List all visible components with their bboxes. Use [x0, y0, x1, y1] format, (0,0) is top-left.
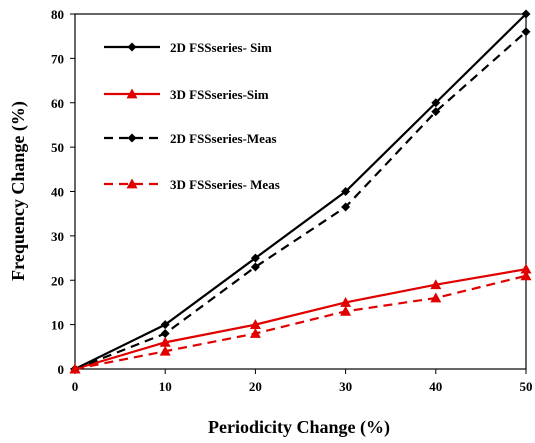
y-tick-label: 20: [51, 273, 64, 288]
legend-marker: [126, 178, 138, 189]
y-tick-label: 80: [51, 7, 64, 22]
series-line: [74, 274, 527, 371]
data-point: [159, 345, 171, 356]
legend-label: 2D FSSseries-Meas: [170, 131, 277, 146]
x-tick-label: 0: [72, 379, 79, 394]
series-3: [70, 27, 531, 374]
data-point: [249, 319, 261, 330]
series-line: [74, 13, 527, 370]
legend-marker: [127, 133, 137, 143]
x-tick-label: 40: [429, 379, 442, 394]
data-point: [341, 187, 351, 196]
series-layer: [69, 9, 532, 374]
series-line: [74, 30, 527, 371]
legend: 2D FSSseries- Sim 3D FSSseries-Sim 2D FSSs…: [104, 40, 280, 192]
legend-entry-3: 2D FSSseries-Meas: [104, 131, 277, 146]
data-point: [431, 107, 441, 117]
legend-entry-2: 3D FSSseries-Sim: [104, 87, 269, 102]
series-4: [69, 270, 532, 374]
data-point: [430, 279, 442, 290]
data-point: [69, 363, 81, 374]
series-2: [69, 263, 532, 374]
data-point: [160, 320, 170, 330]
y-tick-label: 60: [51, 96, 64, 111]
data-point: [520, 270, 532, 281]
data-point: [430, 292, 442, 303]
legend-label: 2D FSSseries- Sim: [170, 40, 272, 55]
x-tick-label: 20: [249, 379, 262, 394]
y-tick-label: 50: [51, 140, 64, 155]
data-point: [340, 296, 352, 307]
data-point: [340, 305, 352, 316]
y-tick-label: 70: [51, 51, 64, 66]
data-point: [520, 263, 532, 274]
data-point: [249, 328, 261, 338]
data-point: [250, 253, 260, 263]
x-axis-title: Periodicity Change (%): [208, 417, 390, 438]
legend-entry-4: 3D FSSseries- Meas: [104, 177, 280, 192]
data-point: [521, 27, 531, 37]
x-tick-label: 10: [159, 379, 172, 394]
data-point: [159, 336, 171, 347]
x-tick-label: 30: [339, 379, 352, 394]
data-point: [521, 9, 531, 19]
legend-marker: [126, 88, 138, 99]
y-tick-label: 0: [58, 362, 65, 377]
legend-marker: [127, 42, 137, 52]
y-tick-label: 30: [51, 229, 64, 244]
legend-entry-1: 2D FSSseries- Sim: [104, 40, 272, 55]
data-point: [431, 98, 441, 108]
data-point: [160, 329, 170, 338]
x-tick-label: 50: [520, 379, 533, 394]
legend-label: 3D FSSseries- Meas: [170, 177, 280, 192]
legend-label: 3D FSSseries-Sim: [170, 87, 269, 102]
data-point: [250, 262, 260, 272]
axis-ticks: 0 10 20 30 40 50 0 10 20 30 40 50 60 70 80: [51, 7, 533, 394]
y-tick-label: 40: [51, 185, 64, 200]
y-tick-label: 10: [51, 318, 64, 333]
series-line: [74, 268, 527, 371]
y-axis-title: Frequency Change (%): [8, 101, 29, 281]
data-point: [341, 202, 351, 212]
